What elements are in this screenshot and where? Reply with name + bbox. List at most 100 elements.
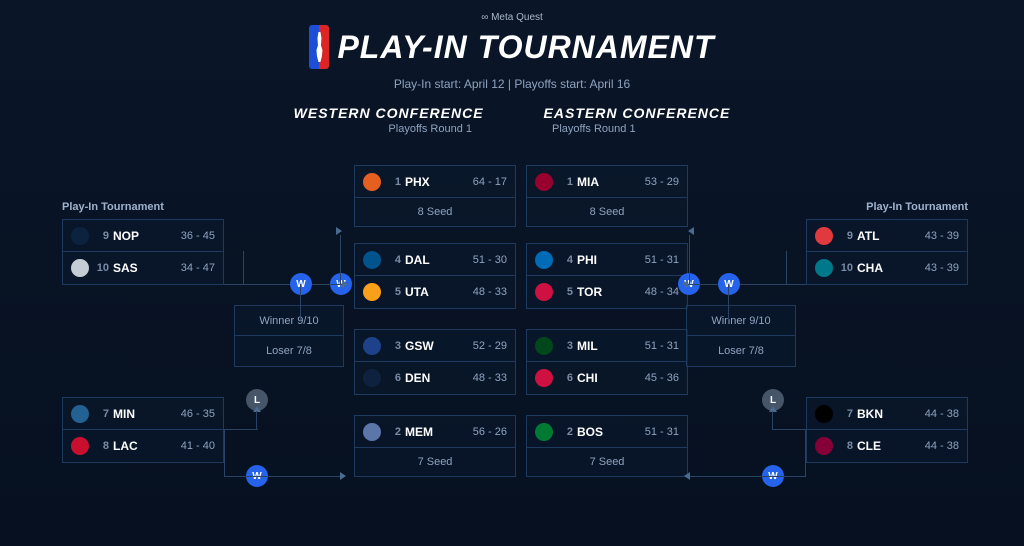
seed-number: 6 bbox=[387, 372, 401, 384]
team-record: 44 - 38 bbox=[925, 440, 959, 452]
team-row-DAL: 4 DAL 51 - 30 bbox=[355, 244, 515, 276]
seed-number: 5 bbox=[559, 286, 573, 298]
matchup-box: 4 DAL 51 - 30 5 UTA 48 - 33 bbox=[354, 243, 516, 309]
team-record: 48 - 34 bbox=[645, 286, 679, 298]
west-winner-910: Winner 9/10 bbox=[235, 306, 343, 336]
east-mid-box: Winner 9/10 Loser 7/8 bbox=[686, 305, 796, 367]
team-row-SAS: 10 SAS 34 - 47 bbox=[63, 252, 223, 284]
team-abbr: NOP bbox=[113, 229, 181, 243]
team-row-PHX: 1 PHX 64 - 17 bbox=[355, 166, 515, 198]
team-logo-icon bbox=[363, 337, 381, 355]
conference-labels: WESTERN CONFERENCE EASTERN CONFERENCE bbox=[0, 105, 1024, 121]
team-abbr: CHA bbox=[857, 261, 925, 275]
team-abbr: ATL bbox=[857, 229, 925, 243]
team-row-PHI: 4 PHI 51 - 31 bbox=[527, 244, 687, 276]
team-abbr: UTA bbox=[405, 285, 473, 299]
team-record: 34 - 47 bbox=[181, 262, 215, 274]
team-logo-icon bbox=[815, 227, 833, 245]
team-logo-icon bbox=[71, 259, 89, 277]
seed8-label: 8 Seed bbox=[527, 198, 687, 226]
team-logo-icon bbox=[363, 251, 381, 269]
header: ∞ Meta Quest PLAY-IN TOURNAMENT Play-In … bbox=[0, 0, 1024, 135]
sponsor-label: ∞ Meta Quest bbox=[0, 12, 1024, 23]
east-playin-910-box: 9 ATL 43 - 39 10 CHA 43 - 39 bbox=[806, 219, 968, 285]
team-record: 52 - 29 bbox=[473, 340, 507, 352]
team-abbr: BOS bbox=[577, 425, 645, 439]
team-abbr: PHI bbox=[577, 253, 645, 267]
team-row-MIL: 3 MIL 51 - 31 bbox=[527, 330, 687, 362]
seed-number: 10 bbox=[839, 262, 853, 274]
seed-number: 1 bbox=[559, 176, 573, 188]
team-row-BOS: 2 BOS 51 - 31 bbox=[527, 416, 687, 448]
team-abbr: TOR bbox=[577, 285, 645, 299]
matchup-box: 1 MIA 53 - 29 8 Seed bbox=[526, 165, 688, 227]
team-logo-icon bbox=[535, 173, 553, 191]
team-row-LAC: 8 LAC 41 - 40 bbox=[63, 430, 223, 462]
team-row-UTA: 5 UTA 48 - 33 bbox=[355, 276, 515, 308]
team-abbr: MIA bbox=[577, 175, 645, 189]
team-logo-icon bbox=[535, 337, 553, 355]
team-row-DEN: 6 DEN 48 - 33 bbox=[355, 362, 515, 394]
east-loser-78: Loser 7/8 bbox=[687, 336, 795, 366]
team-abbr: CLE bbox=[857, 439, 925, 453]
team-record: 51 - 31 bbox=[645, 340, 679, 352]
team-abbr: MIL bbox=[577, 339, 645, 353]
team-record: 56 - 26 bbox=[473, 426, 507, 438]
team-abbr: LAC bbox=[113, 439, 181, 453]
seed-number: 7 bbox=[95, 408, 109, 420]
team-logo-icon bbox=[535, 369, 553, 387]
east-winner-910: Winner 9/10 bbox=[687, 306, 795, 336]
team-row-NOP: 9 NOP 36 - 45 bbox=[63, 220, 223, 252]
team-row-MIN: 7 MIN 46 - 35 bbox=[63, 398, 223, 430]
main-title: PLAY-IN TOURNAMENT bbox=[337, 29, 714, 66]
matchup-box: 1 PHX 64 - 17 8 Seed bbox=[354, 165, 516, 227]
dates-text: Play-In start: April 12 | Playoffs start… bbox=[0, 77, 1024, 91]
team-record: 48 - 33 bbox=[473, 286, 507, 298]
team-row-TOR: 5 TOR 48 - 34 bbox=[527, 276, 687, 308]
team-logo-icon bbox=[815, 259, 833, 277]
team-record: 43 - 39 bbox=[925, 230, 959, 242]
team-row-CHA: 10 CHA 43 - 39 bbox=[807, 252, 967, 284]
team-logo-icon bbox=[71, 227, 89, 245]
team-record: 48 - 33 bbox=[473, 372, 507, 384]
team-logo-icon bbox=[815, 405, 833, 423]
team-record: 51 - 31 bbox=[645, 254, 679, 266]
team-logo-icon bbox=[363, 369, 381, 387]
bracket-container: Play-In Tournament 9 NOP 36 - 45 10 SAS … bbox=[0, 165, 1024, 545]
team-record: 36 - 45 bbox=[181, 230, 215, 242]
east-round-label: Playoffs Round 1 bbox=[552, 123, 636, 135]
seed-number: 9 bbox=[839, 230, 853, 242]
east-playin-78-box: 7 BKN 44 - 38 8 CLE 44 - 38 bbox=[806, 397, 968, 463]
seed-number: 2 bbox=[387, 426, 401, 438]
team-abbr: GSW bbox=[405, 339, 473, 353]
team-logo-icon bbox=[363, 173, 381, 191]
seed7-label: 7 Seed bbox=[527, 448, 687, 476]
team-abbr: MEM bbox=[405, 425, 473, 439]
seed-number: 4 bbox=[387, 254, 401, 266]
team-record: 45 - 36 bbox=[645, 372, 679, 384]
team-record: 53 - 29 bbox=[645, 176, 679, 188]
team-record: 43 - 39 bbox=[925, 262, 959, 274]
west-mid-box: Winner 9/10 Loser 7/8 bbox=[234, 305, 344, 367]
team-logo-icon bbox=[535, 423, 553, 441]
matchup-box: 2 MEM 56 - 26 7 Seed bbox=[354, 415, 516, 477]
matchup-box: 4 PHI 51 - 31 5 TOR 48 - 34 bbox=[526, 243, 688, 309]
seed-number: 7 bbox=[839, 408, 853, 420]
matchup-box: 2 BOS 51 - 31 7 Seed bbox=[526, 415, 688, 477]
seed-number: 2 bbox=[559, 426, 573, 438]
seed-number: 3 bbox=[387, 340, 401, 352]
team-abbr: PHX bbox=[405, 175, 473, 189]
seed7-label: 7 Seed bbox=[355, 448, 515, 476]
team-abbr: CHI bbox=[577, 371, 645, 385]
east-playin-label: Play-In Tournament bbox=[866, 201, 968, 213]
team-logo-icon bbox=[535, 283, 553, 301]
team-row-CHI: 6 CHI 45 - 36 bbox=[527, 362, 687, 394]
west-loser-78: Loser 7/8 bbox=[235, 336, 343, 366]
seed-number: 3 bbox=[559, 340, 573, 352]
seed-number: 8 bbox=[95, 440, 109, 452]
team-row-GSW: 3 GSW 52 - 29 bbox=[355, 330, 515, 362]
team-logo-icon bbox=[71, 405, 89, 423]
title-wrap: PLAY-IN TOURNAMENT bbox=[0, 25, 1024, 69]
team-row-ATL: 9 ATL 43 - 39 bbox=[807, 220, 967, 252]
east-910-w-badge: W bbox=[718, 273, 740, 295]
